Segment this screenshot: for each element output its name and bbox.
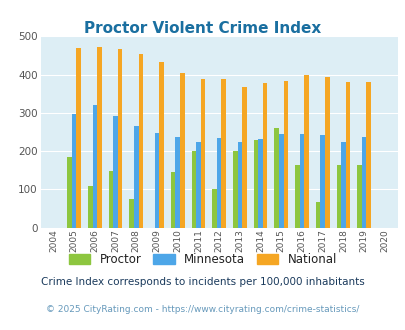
Text: Proctor Violent Crime Index: Proctor Violent Crime Index (84, 21, 321, 36)
Bar (88, 185, 92, 228)
Bar (278, 134, 283, 228)
Bar (241, 87, 246, 228)
Bar (345, 82, 350, 228)
Bar (72, 114, 76, 228)
Text: © 2025 CityRating.com - https://www.cityrating.com/crime-statistics/: © 2025 CityRating.com - https://www.city… (46, 305, 359, 314)
Bar (134, 126, 138, 228)
Bar (97, 47, 101, 228)
Bar (320, 135, 324, 228)
Bar (154, 133, 159, 228)
Bar (179, 73, 184, 228)
Bar (216, 138, 221, 228)
Bar (365, 82, 370, 228)
Bar (191, 151, 196, 228)
Bar (76, 48, 81, 228)
Bar (283, 81, 288, 228)
Bar (274, 128, 278, 228)
Bar (303, 75, 308, 228)
Bar (237, 142, 241, 228)
Bar (356, 165, 361, 228)
Bar (129, 199, 134, 228)
Bar (109, 171, 113, 228)
Text: Crime Index corresponds to incidents per 100,000 inhabitants: Crime Index corresponds to incidents per… (41, 278, 364, 287)
Bar (294, 165, 299, 228)
Bar (253, 140, 258, 228)
Bar (299, 134, 303, 228)
Bar (113, 116, 117, 228)
Bar (315, 202, 320, 228)
Bar (221, 79, 226, 228)
Bar (159, 62, 164, 228)
Bar (67, 157, 72, 228)
Bar (117, 49, 122, 228)
Bar (340, 142, 345, 228)
Bar (196, 142, 200, 228)
Bar (171, 172, 175, 228)
Bar (200, 79, 205, 228)
Bar (361, 137, 365, 228)
Bar (232, 151, 237, 228)
Bar (336, 165, 340, 228)
Bar (258, 139, 262, 228)
Bar (212, 189, 216, 228)
Legend: Proctor, Minnesota, National: Proctor, Minnesota, National (64, 248, 341, 271)
Bar (175, 137, 179, 228)
Bar (262, 83, 267, 228)
Bar (92, 105, 97, 228)
Bar (138, 53, 143, 228)
Bar (324, 77, 329, 228)
